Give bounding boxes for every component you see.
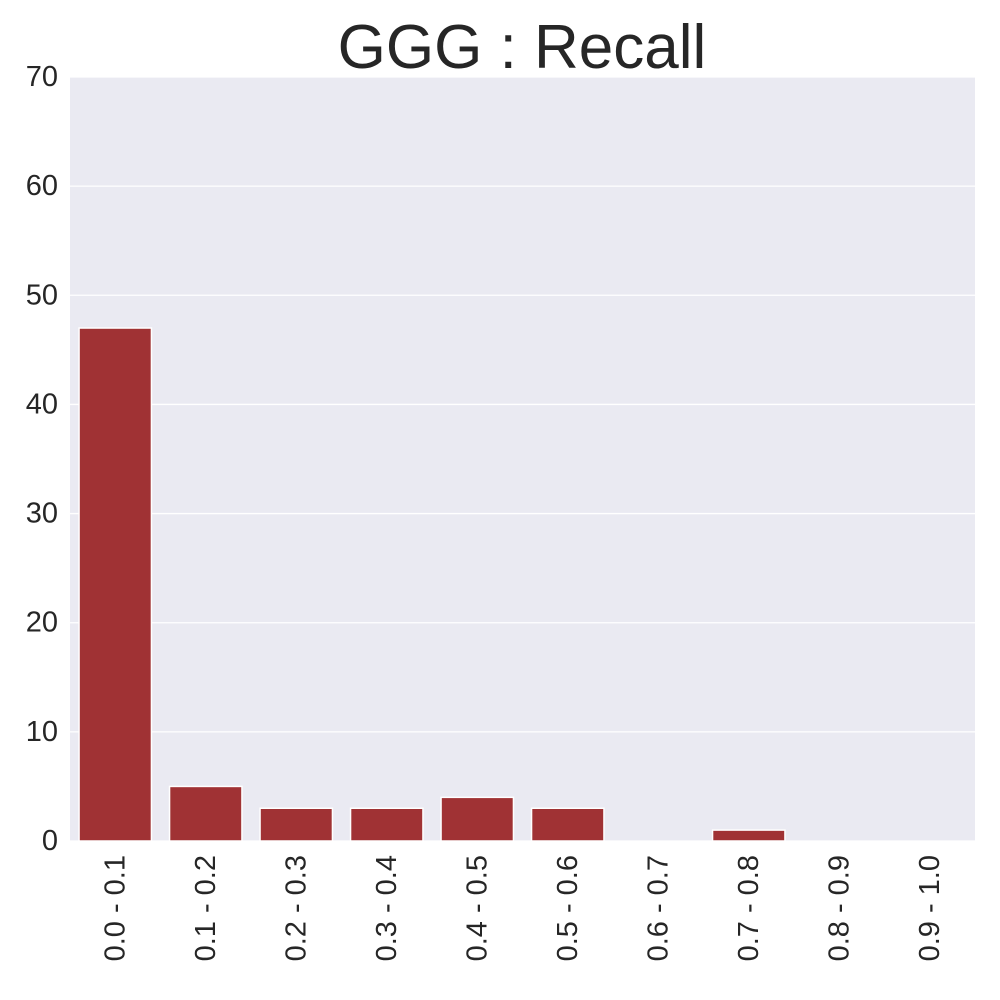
x-tick-label: 0.3 - 0.4 (371, 855, 403, 961)
x-tick-label: 0.2 - 0.3 (280, 855, 312, 961)
grid-lines (70, 76, 975, 842)
bar (168, 785, 243, 842)
x-tick-label: 0.0 - 0.1 (99, 855, 131, 961)
bar (259, 807, 334, 842)
x-tick-label: 0.8 - 0.9 (823, 855, 855, 961)
chart-title: GGG : Recall (338, 13, 707, 82)
x-tick-label: 0.6 - 0.7 (642, 855, 674, 961)
bar (711, 829, 786, 842)
y-axis-tick-labels: 0 10 20 30 40 50 60 70 (26, 61, 58, 857)
y-tick-label: 30 (26, 498, 58, 530)
x-tick-label: 0.9 - 1.0 (914, 855, 946, 961)
bar (530, 807, 605, 842)
bar (349, 807, 424, 842)
y-tick-label: 50 (26, 279, 58, 311)
bar (440, 796, 515, 842)
plot-background (70, 77, 975, 841)
bars (78, 327, 786, 842)
x-tick-label: 0.7 - 0.8 (733, 855, 765, 961)
y-tick-label: 60 (26, 170, 58, 202)
x-tick-label: 0.5 - 0.6 (552, 855, 584, 961)
x-tick-label: 0.1 - 0.2 (190, 855, 222, 961)
x-tick-label: 0.4 - 0.5 (461, 855, 493, 961)
y-tick-label: 0 (42, 825, 58, 857)
y-tick-label: 10 (26, 716, 58, 748)
y-tick-label: 20 (26, 607, 58, 639)
bar (78, 327, 153, 842)
x-axis-tick-labels: 0.0 - 0.1 0.1 - 0.2 0.2 - 0.3 0.3 - 0.4 0.4 … (99, 855, 946, 961)
y-tick-label: 40 (26, 388, 58, 420)
y-tick-label: 70 (26, 61, 58, 93)
